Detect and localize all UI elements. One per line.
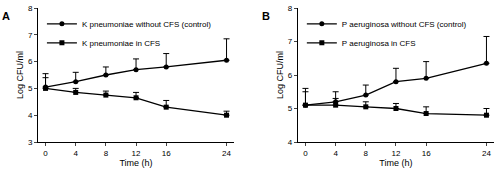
svg-text:4: 4 bbox=[73, 149, 78, 158]
svg-text:6: 6 bbox=[28, 57, 33, 66]
svg-text:8: 8 bbox=[288, 4, 293, 13]
svg-text:K pneumoniae in CFS: K pneumoniae in CFS bbox=[82, 39, 160, 48]
svg-text:4: 4 bbox=[333, 149, 338, 158]
svg-text:4: 4 bbox=[28, 111, 33, 120]
svg-text:K pneumoniae without CFS (cont: K pneumoniae without CFS (control) bbox=[82, 20, 211, 29]
svg-text:0: 0 bbox=[43, 149, 48, 158]
svg-text:7: 7 bbox=[28, 31, 33, 40]
svg-text:7: 7 bbox=[288, 37, 293, 46]
svg-text:B: B bbox=[262, 10, 270, 22]
svg-text:24: 24 bbox=[482, 149, 491, 158]
svg-text:16: 16 bbox=[162, 149, 171, 158]
svg-text:Time (h): Time (h) bbox=[119, 158, 152, 168]
svg-text:12: 12 bbox=[132, 149, 141, 158]
svg-text:6: 6 bbox=[288, 71, 293, 80]
svg-text:Log CFU/ml: Log CFU/ml bbox=[275, 51, 285, 99]
svg-text:16: 16 bbox=[422, 149, 431, 158]
svg-text:P aeruginosa without CFS (cont: P aeruginosa without CFS (control) bbox=[342, 20, 467, 29]
svg-text:4: 4 bbox=[288, 138, 293, 147]
svg-text:0: 0 bbox=[303, 149, 308, 158]
svg-text:3: 3 bbox=[28, 138, 33, 147]
svg-text:P aeruginosa in CFS: P aeruginosa in CFS bbox=[342, 39, 416, 48]
svg-text:24: 24 bbox=[222, 149, 231, 158]
svg-text:8: 8 bbox=[28, 4, 33, 13]
svg-text:8: 8 bbox=[104, 149, 109, 158]
svg-text:A: A bbox=[2, 10, 10, 22]
svg-text:Log CFU/ml: Log CFU/ml bbox=[15, 51, 25, 99]
svg-text:5: 5 bbox=[288, 104, 293, 113]
svg-text:Time (h): Time (h) bbox=[379, 158, 412, 168]
svg-text:8: 8 bbox=[364, 149, 369, 158]
svg-text:12: 12 bbox=[392, 149, 401, 158]
svg-text:5: 5 bbox=[28, 84, 33, 93]
